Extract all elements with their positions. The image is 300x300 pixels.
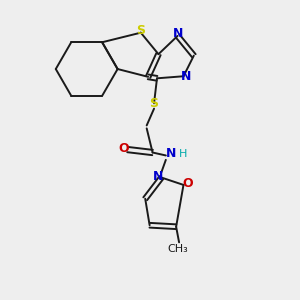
Text: S: S	[149, 97, 158, 110]
Text: CH₃: CH₃	[167, 244, 188, 254]
Text: O: O	[119, 142, 129, 155]
Text: N: N	[172, 27, 183, 40]
Text: O: O	[183, 177, 193, 190]
Text: N: N	[166, 147, 176, 160]
Text: H: H	[179, 149, 187, 159]
Text: N: N	[153, 169, 163, 183]
Text: S: S	[136, 24, 145, 37]
Text: N: N	[181, 70, 192, 83]
